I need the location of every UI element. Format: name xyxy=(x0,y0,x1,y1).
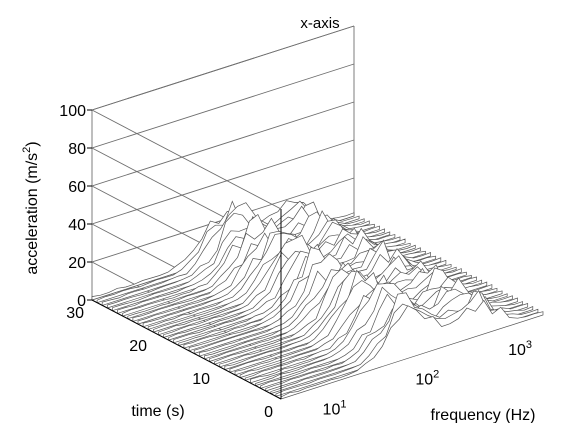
x-tick-exp-0: 1 xyxy=(340,398,346,410)
x-tick-base-2: 10 xyxy=(508,342,526,359)
z-axis-label-main: acceleration (m/s xyxy=(24,153,41,275)
y-axis-label: time (s) xyxy=(131,403,184,420)
z-axis-label: acceleration (m/s2) xyxy=(21,141,41,274)
spectrum-slice-0 xyxy=(280,299,544,400)
x-axis-label: frequency (Hz) xyxy=(431,407,536,423)
spectrum-slices xyxy=(91,200,544,400)
chart-title: x-axis xyxy=(300,15,339,32)
y-tick-label-0: 0 xyxy=(264,404,273,421)
y-tick-label-2: 20 xyxy=(129,338,147,355)
x-tick-base-0: 10 xyxy=(323,401,341,418)
axis-edges xyxy=(91,209,282,400)
y-tick-label-3: 30 xyxy=(66,305,84,322)
z-axis-label-end: ) xyxy=(24,141,41,146)
z-tick-label-2: 40 xyxy=(68,217,86,234)
x-tick-label-0: 101 xyxy=(323,398,347,418)
x-tick-base-1: 10 xyxy=(415,372,433,389)
z-tick-label-4: 80 xyxy=(68,141,86,158)
x-tick-label-1: 102 xyxy=(415,369,439,389)
z-tick-label-5: 100 xyxy=(59,103,86,120)
x-tick-exp-2: 3 xyxy=(526,339,532,351)
time-axis-line xyxy=(91,299,282,400)
top-back-edge xyxy=(91,25,355,111)
z-axis-label-sup: 2 xyxy=(21,147,33,153)
z-tick-label-0: 0 xyxy=(77,293,86,310)
x-tick-label-2: 103 xyxy=(508,339,532,359)
z-tick-label-3: 60 xyxy=(68,179,86,196)
z-tick-label-1: 20 xyxy=(68,255,86,272)
y-tick-label-1: 10 xyxy=(192,371,210,388)
x-tick-exp-1: 2 xyxy=(433,369,439,381)
